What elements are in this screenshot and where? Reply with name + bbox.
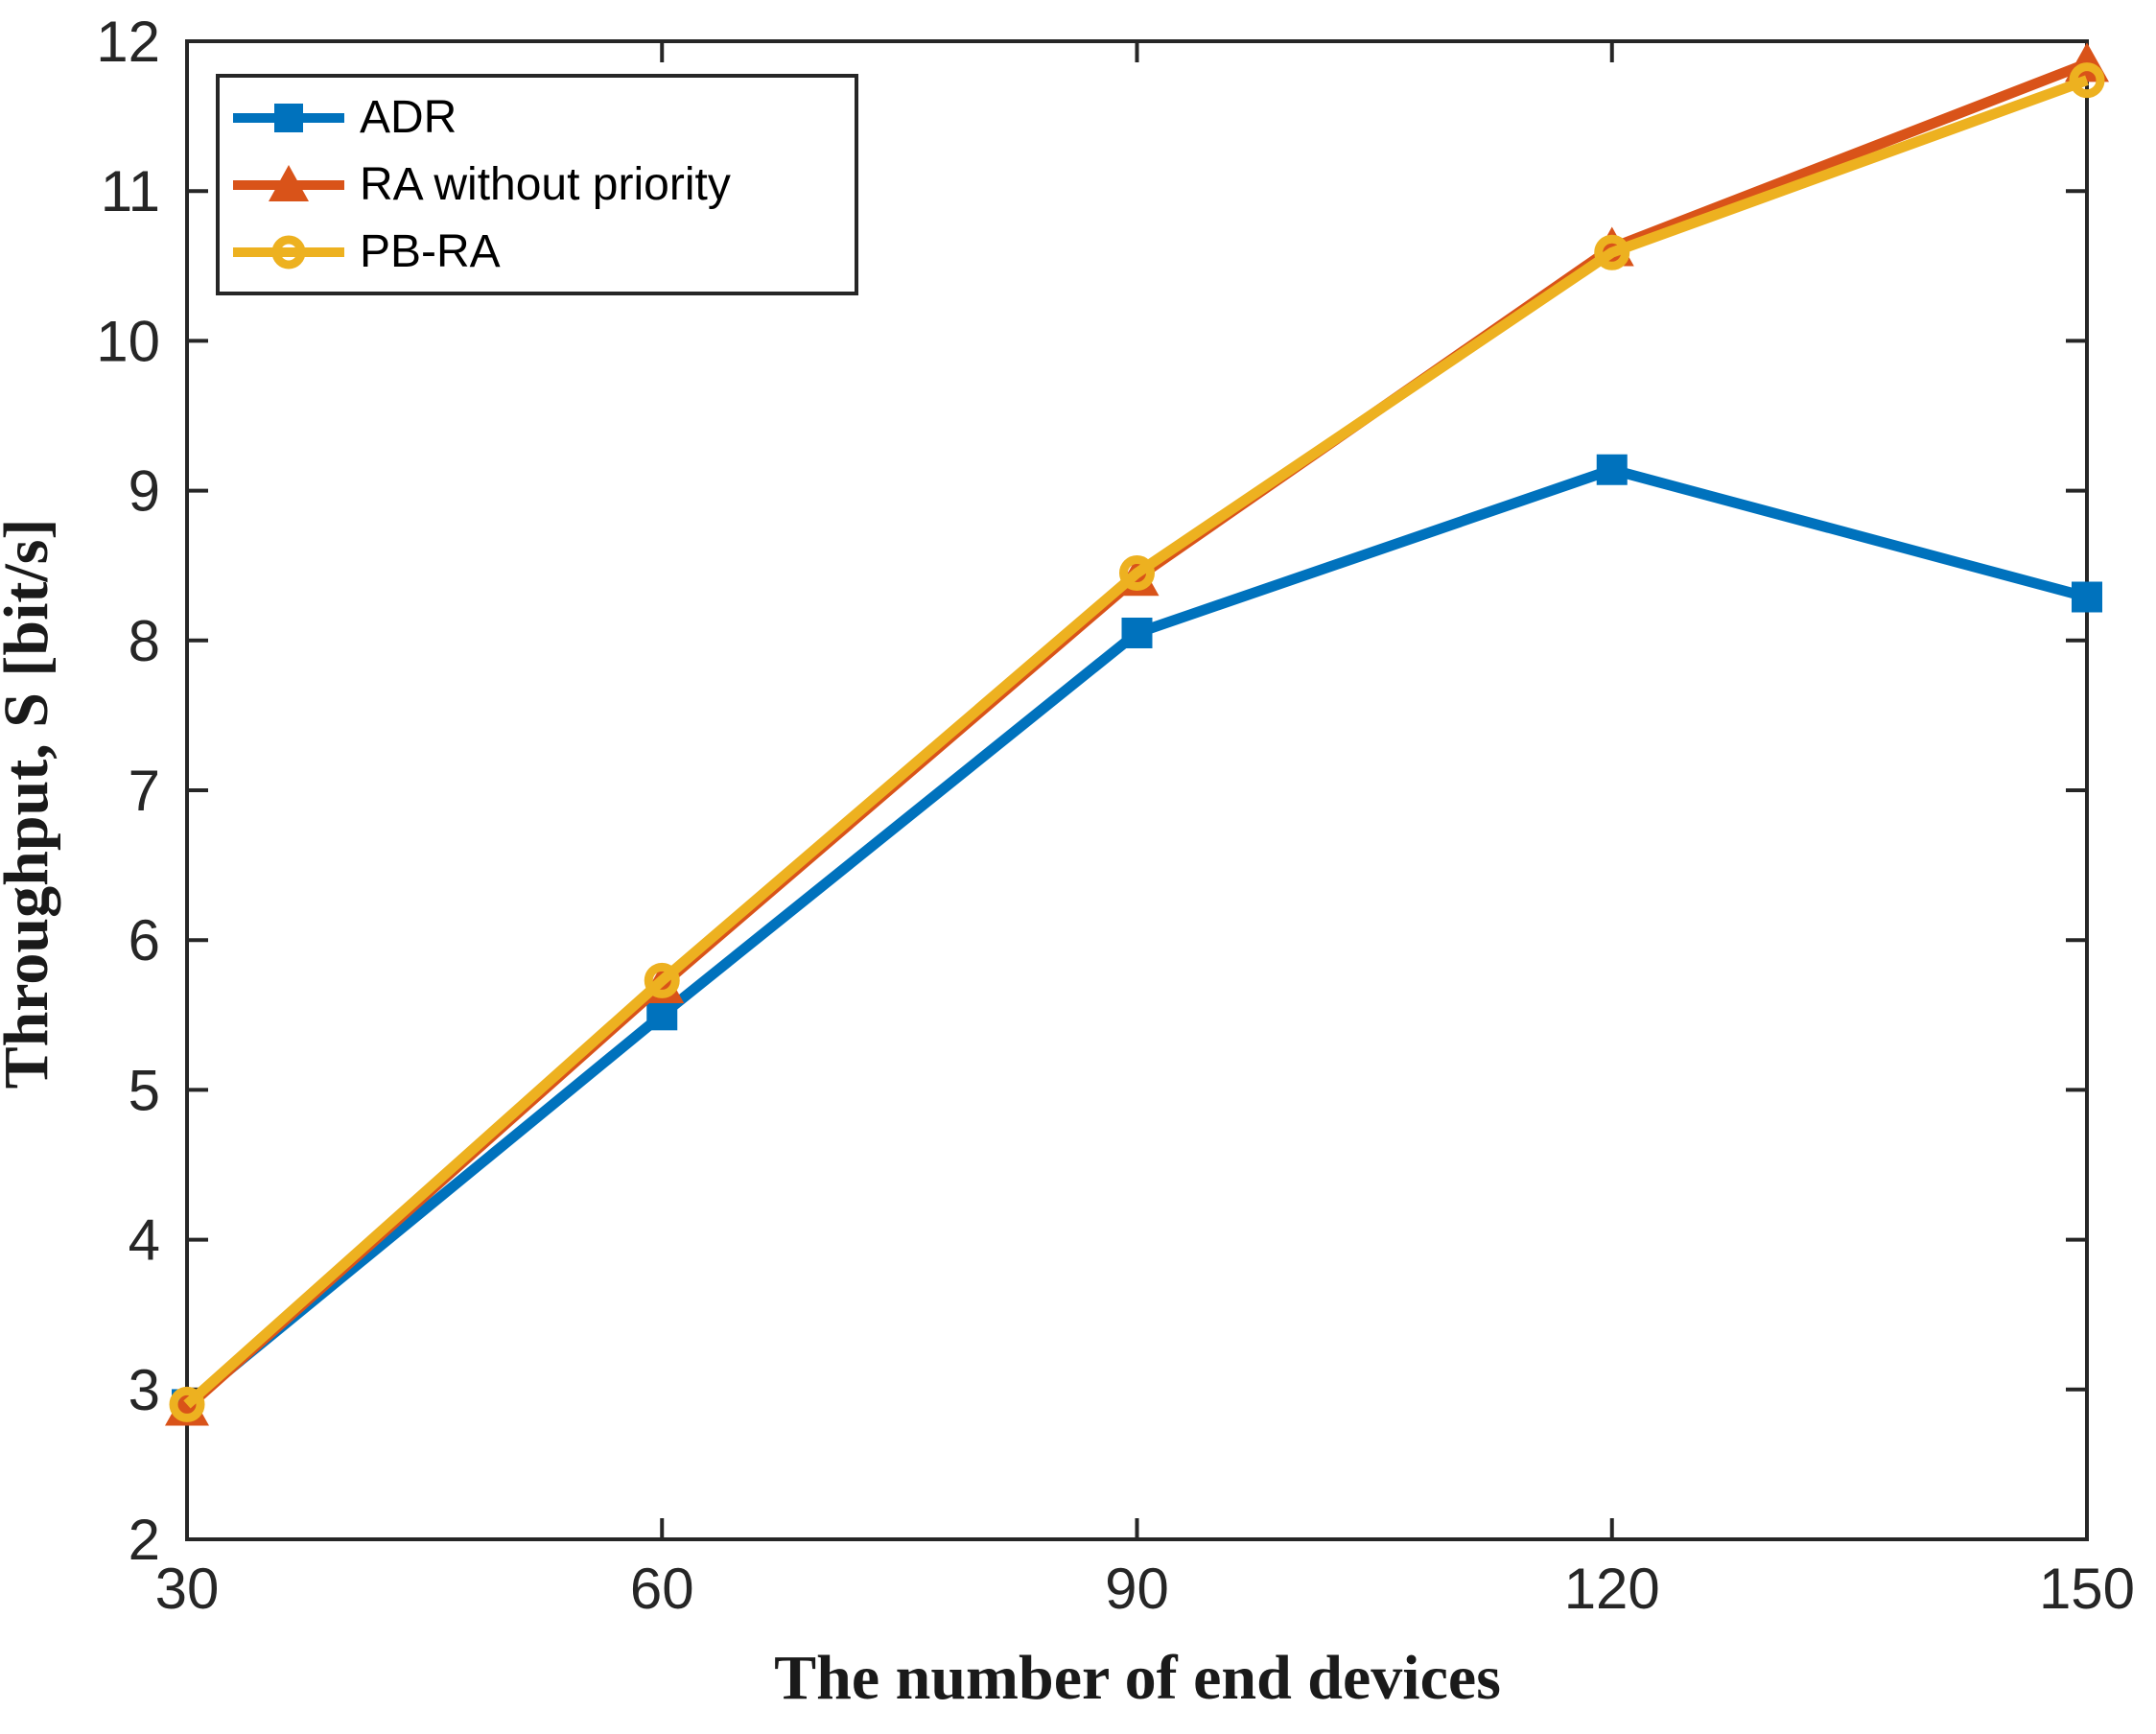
data-point-square-marker — [1596, 454, 1628, 485]
data-point-square-marker — [2072, 581, 2102, 613]
y-tick-label: 8 — [129, 609, 160, 673]
y-tick-label: 3 — [129, 1358, 160, 1422]
data-point-circle-marker — [644, 962, 680, 998]
series-line-square — [183, 464, 2089, 1409]
data-point-circle-marker — [2069, 62, 2105, 99]
legend-item-ra-without-priority: RA without priority — [229, 152, 855, 219]
x-tick-label: 60 — [630, 1557, 694, 1621]
legend-label-ra-without-priority: RA without priority — [360, 159, 731, 210]
y-tick-label: 9 — [129, 459, 160, 524]
x-tick-label: 120 — [1564, 1557, 1660, 1621]
y-tick-label: 7 — [129, 759, 160, 823]
legend-label-pb-ra: PB-RA — [360, 226, 501, 277]
series-line-circle — [183, 75, 2089, 1409]
adr-line-square-marker-icon — [233, 103, 344, 132]
y-tick-label: 12 — [96, 10, 160, 74]
x-tick-label: 90 — [1105, 1557, 1169, 1621]
legend-item-adr: ADR — [229, 84, 855, 152]
y-tick-label: 11 — [101, 159, 160, 223]
ra-line-triangle-marker-icon — [233, 164, 344, 201]
y-tick-label: 6 — [129, 908, 160, 972]
legend-label-adr: ADR — [360, 92, 457, 143]
legend-item-pb-ra: PB-RA — [229, 219, 855, 286]
data-point-circle-marker — [1594, 234, 1630, 270]
legend: ADR RA without priority PB-RA — [216, 74, 858, 295]
x-axis-title: The number of end devices — [774, 1643, 1501, 1713]
data-point-circle-marker — [169, 1386, 205, 1422]
data-point-square-marker — [1121, 617, 1153, 648]
x-tick-label: 30 — [155, 1557, 220, 1621]
y-tick-label: 4 — [129, 1208, 160, 1273]
pbra-line-circle-marker-icon — [233, 235, 344, 269]
y-tick-label: 5 — [129, 1058, 160, 1122]
y-tick-label: 10 — [96, 309, 160, 373]
x-tick-label: 150 — [2039, 1557, 2135, 1621]
data-point-square-marker — [646, 999, 678, 1031]
data-point-circle-marker — [1119, 555, 1155, 592]
y-tick-label: 2 — [129, 1508, 160, 1572]
y-axis-title: Throughput, S [bit/s] — [0, 518, 61, 1090]
